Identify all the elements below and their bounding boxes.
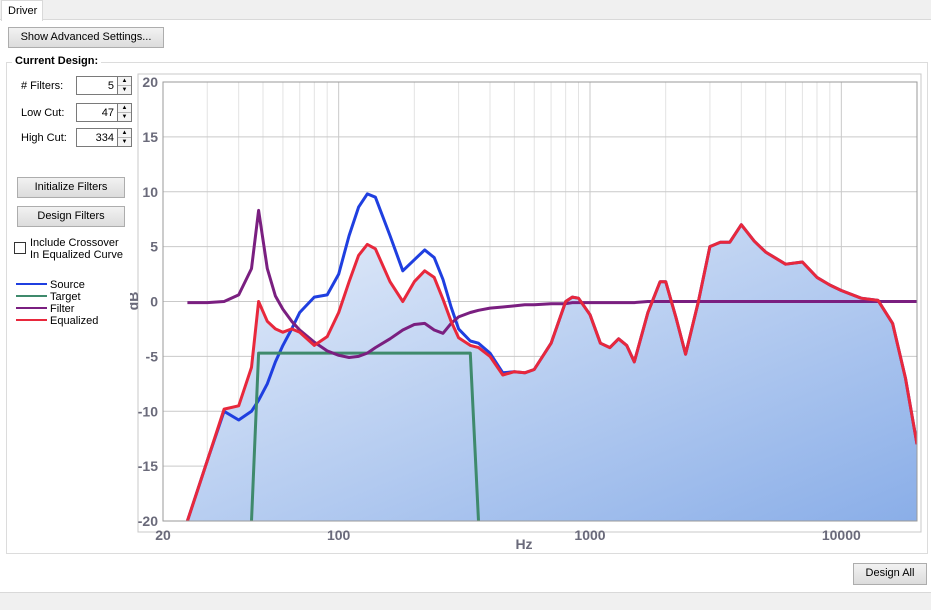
series-line <box>185 223 917 521</box>
spinner-value[interactable]: 47 <box>76 103 118 122</box>
field-label: Low Cut: <box>21 107 65 119</box>
series-line <box>250 351 480 521</box>
y-tick-label: 20 <box>142 74 158 90</box>
checkbox-label: Include Crossover <box>30 237 119 249</box>
series-line <box>187 208 917 359</box>
spinner-buttons[interactable]: ▲ ▼ <box>117 103 132 122</box>
checkbox[interactable] <box>14 242 26 254</box>
y-tick-label: 15 <box>142 129 158 145</box>
x-axis-label: Hz <box>515 536 532 552</box>
y-tick-label: 5 <box>150 239 158 255</box>
button[interactable]: Show Advanced Settings... <box>8 27 164 48</box>
y-tick-label: -5 <box>146 348 159 364</box>
group-box <box>6 62 928 554</box>
plot-area <box>185 192 917 521</box>
y-tick-label: 10 <box>142 184 158 200</box>
spinner-value[interactable]: 334 <box>76 128 118 147</box>
y-axis-label: dB <box>130 292 141 311</box>
spinner-buttons[interactable]: ▲ ▼ <box>117 128 132 147</box>
y-tick-label: -10 <box>138 403 158 419</box>
area <box>187 224 917 521</box>
field-label: # Filters: <box>21 80 64 92</box>
x-tick-label: 1000 <box>574 527 605 543</box>
button[interactable]: Initialize Filters <box>17 177 125 198</box>
y-tick-label: 0 <box>150 294 158 310</box>
legend-label: Source <box>50 279 85 291</box>
plot-frame <box>162 81 918 522</box>
status-bar <box>0 592 931 610</box>
chart: Hz dB -20 -15 -10 -5 0 5 10 15 20 20 100 1000 10000 <box>130 73 922 552</box>
legend-label: Equalized <box>50 315 98 327</box>
y-tick-label: -15 <box>138 458 158 474</box>
tab-bar <box>0 0 931 20</box>
spinner-buttons[interactable]: ▲ ▼ <box>117 76 132 95</box>
checkbox-label: In Equalized Curve <box>30 249 123 261</box>
group-title: Current Design: <box>12 55 102 67</box>
legend-label: Filter <box>50 303 75 315</box>
button[interactable]: Design Filters <box>17 206 125 227</box>
spinner-value[interactable]: 5 <box>76 76 118 95</box>
x-tick-label: 100 <box>327 527 351 543</box>
tab[interactable]: Driver <box>1 0 43 21</box>
y-tick-label: -20 <box>138 513 158 529</box>
x-tick-label: 20 <box>155 527 171 543</box>
field-label: High Cut: <box>21 132 67 144</box>
button[interactable]: Design All <box>853 563 927 585</box>
x-tick-label: 10000 <box>822 527 861 543</box>
legend-label: Target <box>50 291 81 303</box>
